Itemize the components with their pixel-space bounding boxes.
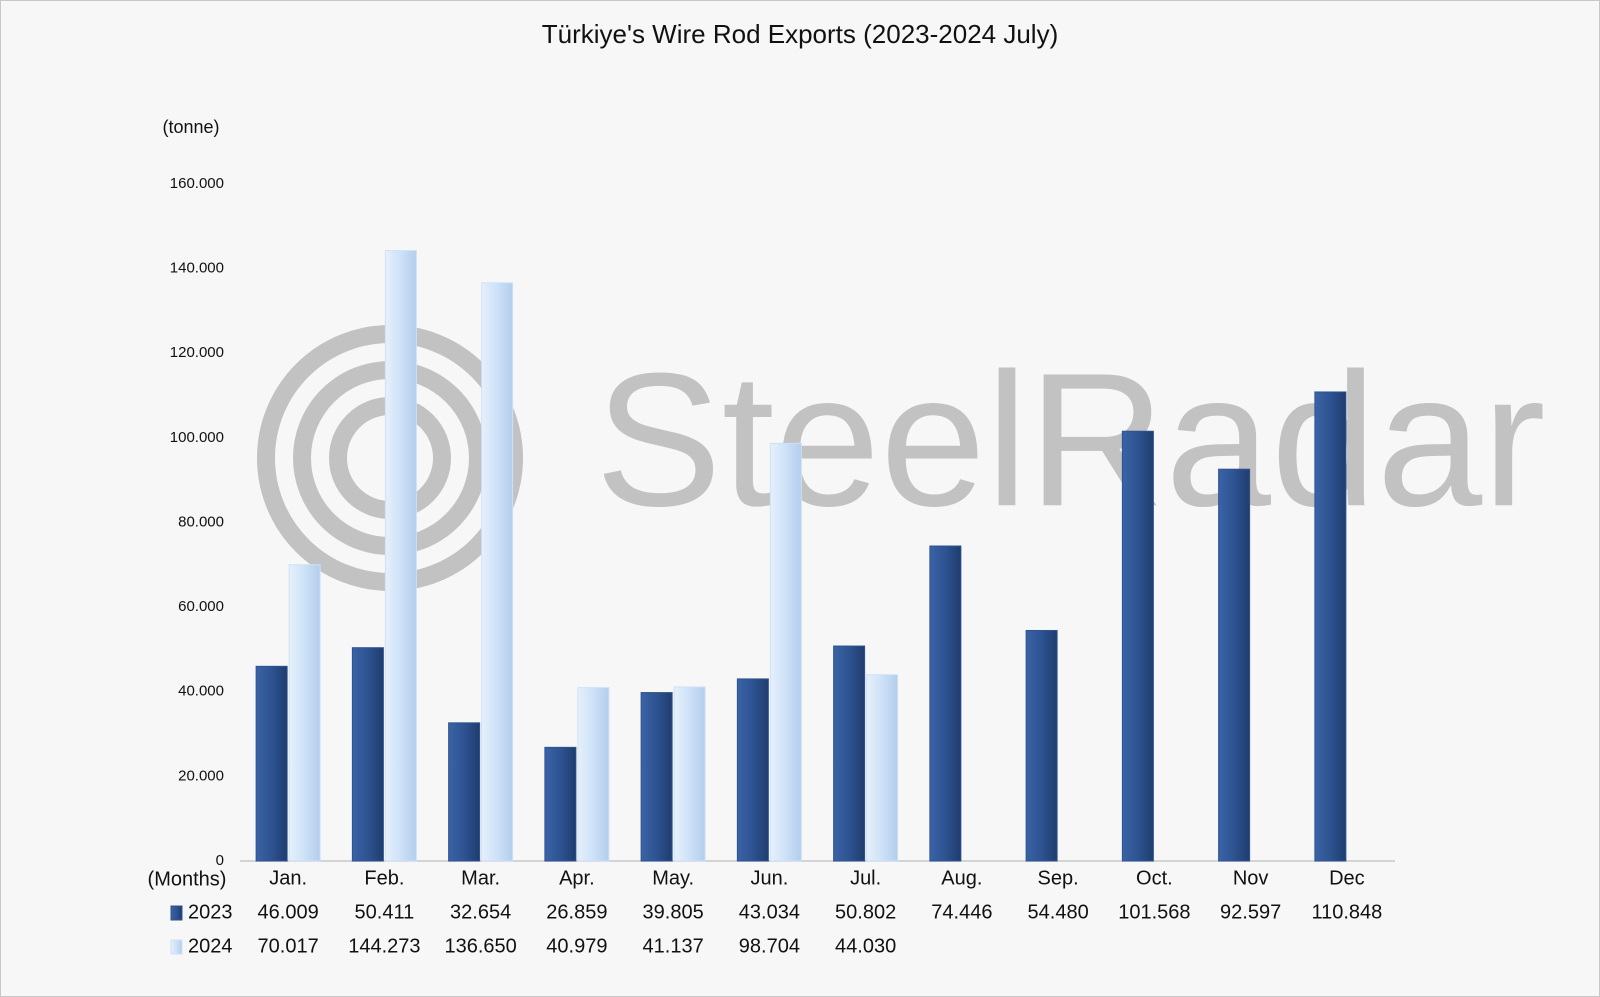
x-tick-label: Jun. xyxy=(750,867,788,889)
bar xyxy=(481,282,514,862)
y-tick-label: 160.000 xyxy=(170,175,224,192)
bar xyxy=(577,687,610,862)
x-tick-label: Nov xyxy=(1233,867,1269,889)
bar xyxy=(673,686,706,862)
bar xyxy=(769,442,802,862)
watermark: SteelRadar xyxy=(595,334,1546,546)
bar xyxy=(1314,391,1347,862)
x-tick-label: Aug. xyxy=(941,867,982,889)
legend-swatch xyxy=(170,905,183,921)
legend-label: 2023 xyxy=(188,901,233,923)
value-label: 39.805 xyxy=(643,901,704,923)
x-tick-label: Dec xyxy=(1329,867,1365,889)
x-tick-label: Jul. xyxy=(850,867,881,889)
value-label: 74.446 xyxy=(931,901,992,923)
x-tick-label: Feb. xyxy=(364,867,404,889)
value-label: 70.017 xyxy=(258,935,319,957)
value-label: 98.704 xyxy=(739,935,800,957)
x-tick-label: Oct. xyxy=(1136,867,1173,889)
bar xyxy=(351,647,384,862)
value-label: 40.979 xyxy=(546,935,607,957)
x-axis-label: (Months) xyxy=(148,868,227,890)
value-label: 32.654 xyxy=(450,901,511,923)
value-label: 92.597 xyxy=(1220,901,1281,923)
value-label: 26.859 xyxy=(546,901,607,923)
value-label: 101.568 xyxy=(1118,901,1190,923)
value-label: 43.034 xyxy=(739,901,800,923)
legend-swatch xyxy=(170,939,183,955)
value-label: 54.480 xyxy=(1028,901,1089,923)
bar xyxy=(384,250,417,862)
value-label: 46.009 xyxy=(258,901,319,923)
value-label: 144.273 xyxy=(348,935,420,957)
y-axis-label: (tonne) xyxy=(162,117,219,137)
x-tick-label: Mar. xyxy=(461,867,500,889)
bar xyxy=(866,674,899,862)
value-label: 50.411 xyxy=(355,901,415,923)
x-tick-label: Apr. xyxy=(559,867,595,889)
bar xyxy=(929,545,962,862)
bar xyxy=(448,722,481,862)
bar xyxy=(288,564,321,862)
y-tick-label: 80.000 xyxy=(178,513,224,530)
bar xyxy=(1121,430,1154,862)
bar xyxy=(736,678,769,862)
y-tick-label: 140.000 xyxy=(170,260,224,277)
bar xyxy=(833,645,866,862)
bar xyxy=(1025,629,1058,862)
y-tick-label: 0 xyxy=(216,852,224,869)
value-label: 50.802 xyxy=(835,901,896,923)
value-label: 110.848 xyxy=(1311,901,1382,923)
x-tick-label: May. xyxy=(652,867,694,889)
chart-title: Türkiye's Wire Rod Exports (2023-2024 Ju… xyxy=(542,19,1058,49)
bar xyxy=(640,692,673,862)
bar xyxy=(544,746,577,862)
value-label: 44.030 xyxy=(835,935,896,957)
legend-label: 2024 xyxy=(188,935,233,957)
y-tick-label: 100.000 xyxy=(170,429,224,446)
y-tick-label: 20.000 xyxy=(178,767,224,784)
x-tick-label: Jan. xyxy=(269,867,307,889)
y-tick-label: 120.000 xyxy=(170,344,224,361)
y-tick-label: 40.000 xyxy=(178,683,224,700)
bar xyxy=(1218,468,1251,862)
value-label: 136.650 xyxy=(444,935,516,957)
y-tick-label: 60.000 xyxy=(178,598,224,615)
value-label: 41.137 xyxy=(643,935,704,957)
x-tick-label: Sep. xyxy=(1038,867,1079,889)
bar xyxy=(255,665,288,862)
